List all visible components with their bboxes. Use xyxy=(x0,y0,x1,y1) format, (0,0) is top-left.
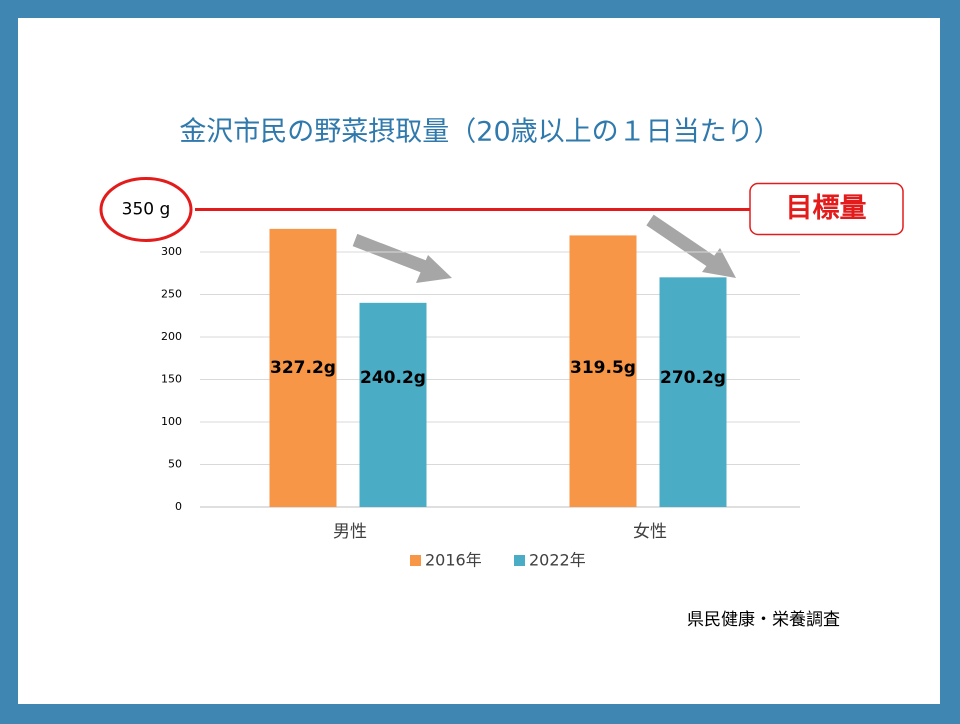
source: 県民健康・栄養調査 xyxy=(687,610,840,630)
target-annotation: 目標量 xyxy=(786,193,867,224)
y-tick-label: 100 xyxy=(161,415,182,428)
arrow-head xyxy=(702,248,736,278)
legend-swatch xyxy=(514,555,525,566)
target-circle xyxy=(99,177,193,242)
y-tick-label: 0 xyxy=(175,500,182,513)
bar xyxy=(659,277,727,507)
y-tick-label: 150 xyxy=(161,373,182,386)
y-tick-label: 50 xyxy=(168,458,182,471)
arrows xyxy=(352,214,736,283)
arrow xyxy=(646,214,716,268)
slide xyxy=(18,18,940,704)
data-label: 319.5g xyxy=(570,358,636,378)
x-tick-label: 男性 xyxy=(333,522,367,542)
bar xyxy=(269,228,337,507)
data-label: 270.2g xyxy=(660,368,726,388)
x-tick-label: 女性 xyxy=(633,522,667,542)
bar xyxy=(569,235,637,508)
arrow xyxy=(352,233,428,274)
data-label: 240.2g xyxy=(360,368,426,388)
arrow-head xyxy=(416,255,452,283)
legend-swatch xyxy=(410,555,421,566)
y-tick-label: 300 xyxy=(161,245,182,258)
bar xyxy=(359,302,427,507)
legend-label: 2016年 xyxy=(425,551,482,570)
target-box xyxy=(749,182,904,236)
legend-label: 2022年 xyxy=(529,551,586,570)
chart-title: 金沢市民の野菜摂取量（20歳以上の１日当たり） xyxy=(179,117,780,148)
data-label: 327.2g xyxy=(270,358,336,378)
target-label: 350 g xyxy=(122,200,171,220)
y-tick-label: 250 xyxy=(161,288,182,301)
y-tick-label: 200 xyxy=(161,330,182,343)
